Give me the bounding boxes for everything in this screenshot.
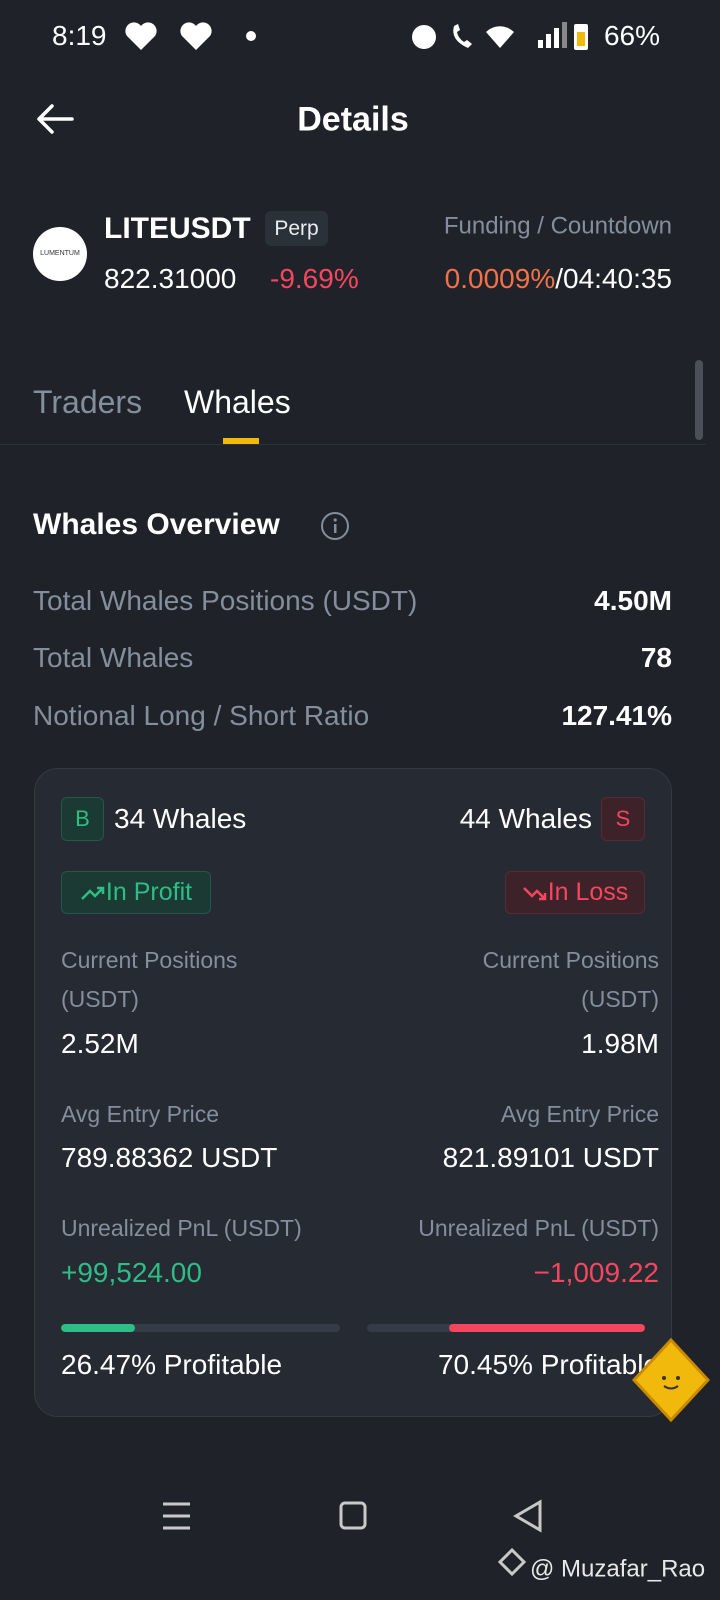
short-entry-label: Avg Entry Price [500, 1101, 659, 1128]
short-profitable: 70.45% Profitable [437, 1349, 659, 1381]
short-count: 44 Whales [459, 803, 592, 835]
row-label: Total Whales Positions (USDT) [33, 585, 418, 617]
sell-badge: S [601, 797, 645, 841]
status-time: 8:19 [52, 20, 107, 52]
long-entry: 789.88362 USDT [61, 1142, 278, 1174]
countdown: 04:40:35 [563, 263, 672, 295]
funding-label: Funding / Countdown [443, 212, 672, 240]
buy-badge: B [61, 797, 104, 841]
trend-up-icon [81, 886, 105, 900]
price: 822.31000 [104, 263, 237, 295]
short-pnl: −1,009.22 [533, 1257, 659, 1289]
in-profit-tag: In Profit [61, 871, 211, 914]
status-battery: 66% [603, 20, 660, 52]
perp-badge: Perp [265, 211, 328, 246]
divider [0, 444, 706, 445]
logo-text: LUMENTUM [40, 249, 80, 257]
row-value: 78 [640, 642, 672, 674]
logo [33, 227, 87, 281]
price-change: -9.69% [270, 263, 359, 295]
scrollbar [695, 360, 703, 440]
long-positions: 2.52M [61, 1028, 139, 1060]
row-value: 127.41% [561, 700, 672, 732]
short-pnl-label: Unrealized PnL (USDT) [418, 1215, 659, 1242]
status-icons-right [412, 22, 588, 50]
long-count: 34 Whales [114, 803, 247, 835]
row-value: 4.50M [594, 585, 672, 617]
tab-active[interactable]: Whales [184, 383, 291, 420]
tab[interactable]: Traders [33, 383, 143, 420]
long-profit-track [61, 1324, 340, 1332]
section-title: Whales Overview [33, 508, 280, 541]
trend-down-icon [522, 886, 546, 900]
info-icon[interactable] [319, 510, 351, 542]
back-button[interactable] [36, 102, 76, 136]
short-positions-label: Current Positions (USDT) [482, 947, 659, 1012]
funding-rate: 0.0009% [444, 263, 556, 295]
short-entry: 821.89101 USDT [442, 1142, 659, 1174]
page-title: Details [297, 100, 409, 139]
long-pnl: +99,524.00 [61, 1257, 202, 1289]
tab-indicator [223, 438, 259, 444]
in-loss-tag: In Loss [505, 871, 645, 914]
whales-card [34, 768, 672, 1417]
long-pnl-label: Unrealized PnL (USDT) [61, 1215, 302, 1242]
separator: / [555, 263, 563, 295]
nav-bar [163, 1499, 542, 1577]
long-positions-label: Current Positions (USDT) [61, 947, 238, 1012]
in-profit: In Profit [105, 878, 193, 906]
watermark: @ Muzafar_Rao [530, 1555, 706, 1583]
row-label: Notional Long / Short Ratio [33, 700, 370, 732]
short-profit-track [367, 1324, 645, 1332]
status-icons-left [125, 22, 256, 50]
long-profit-bar [61, 1324, 135, 1332]
long-entry-label: Avg Entry Price [61, 1101, 220, 1128]
short-profit-bar [449, 1324, 645, 1332]
row-label: Total Whales [33, 642, 194, 674]
floating-assistant[interactable] [632, 1338, 710, 1422]
short-positions: 1.98M [581, 1028, 659, 1060]
symbol: LITEUSDT [104, 212, 251, 245]
long-profitable: 26.47% Profitable [61, 1349, 283, 1381]
in-loss: In Loss [547, 878, 629, 906]
